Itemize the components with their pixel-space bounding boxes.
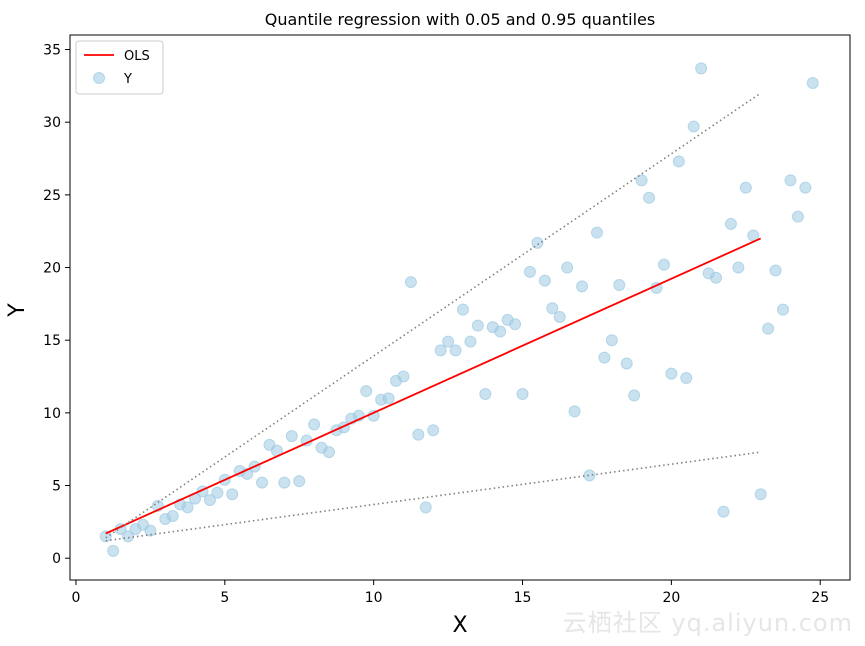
data-point	[732, 261, 745, 274]
data-point	[285, 430, 298, 443]
y-tick-label: 10	[43, 406, 61, 422]
data-point	[494, 325, 507, 338]
data-point	[717, 505, 730, 518]
data-point	[613, 278, 626, 291]
data-point	[531, 236, 544, 249]
y-axis-label: Y	[5, 303, 30, 318]
x-tick-label: 0	[71, 590, 80, 606]
data-point	[687, 120, 700, 133]
data-point	[657, 258, 670, 271]
y-axis: 0 5 10 15 20 25 30 35	[43, 43, 70, 567]
y-tick-label: 30	[43, 115, 61, 131]
data-point	[509, 318, 522, 331]
x-tick-label: 15	[514, 590, 532, 606]
y-tick-label: 35	[43, 43, 61, 59]
data-point	[144, 524, 157, 537]
data-point	[546, 302, 559, 315]
data-point	[710, 271, 723, 284]
legend: OLS Y	[75, 40, 164, 95]
data-point	[784, 174, 797, 187]
y-tick-label: 25	[43, 188, 61, 204]
plot-area	[99, 62, 819, 557]
data-point	[308, 418, 321, 431]
data-point	[635, 174, 648, 187]
data-point	[762, 322, 775, 335]
data-point	[181, 501, 194, 514]
data-point	[404, 276, 417, 289]
data-point	[568, 405, 581, 418]
data-point	[665, 367, 678, 380]
data-point	[412, 428, 425, 441]
x-tick-label: 20	[662, 590, 680, 606]
data-point	[590, 226, 603, 239]
data-point	[203, 494, 216, 507]
data-point	[479, 387, 492, 400]
data-point	[456, 303, 469, 316]
data-point	[672, 155, 685, 168]
legend-box	[75, 40, 164, 95]
y-tick-label: 15	[43, 333, 61, 349]
plot-frame	[69, 34, 851, 581]
data-point	[226, 488, 239, 501]
data-point	[427, 424, 440, 437]
data-point	[516, 387, 529, 400]
data-point	[695, 62, 708, 75]
legend-y-swatch	[93, 72, 105, 84]
data-point	[769, 264, 782, 277]
data-point	[99, 530, 112, 543]
data-point	[166, 510, 179, 523]
x-axis-label: X	[452, 613, 467, 638]
data-point	[799, 181, 812, 194]
data-point	[471, 319, 484, 332]
data-point	[523, 265, 536, 278]
data-point	[754, 488, 767, 501]
data-point	[724, 217, 737, 230]
y-tick-label: 5	[52, 479, 61, 495]
data-point	[561, 261, 574, 274]
x-tick-label: 10	[365, 590, 383, 606]
upper-quantile-line	[105, 92, 762, 539]
data-point	[419, 501, 432, 514]
data-point	[620, 357, 633, 370]
data-point	[538, 274, 551, 287]
data-point	[442, 335, 455, 348]
x-axis: 0 5 10 15 20 25	[71, 580, 829, 606]
data-point	[806, 76, 819, 89]
data-point	[464, 335, 477, 348]
data-point	[107, 544, 120, 557]
data-point	[643, 191, 656, 204]
data-point	[791, 210, 804, 223]
data-point	[293, 475, 306, 488]
data-point	[397, 370, 410, 383]
data-point	[576, 280, 589, 293]
y-tick-label: 0	[52, 551, 61, 567]
legend-ols-label: OLS	[124, 49, 150, 64]
x-tick-label: 25	[811, 590, 829, 606]
data-point	[360, 385, 373, 398]
legend-y-label: Y	[123, 72, 132, 87]
data-point	[449, 344, 462, 357]
y-tick-label: 20	[43, 261, 61, 277]
data-point	[553, 310, 566, 323]
watermark: 云栖社区 yq.aliyun.com	[562, 609, 853, 637]
chart-title: Quantile regression with 0.05 and 0.95 q…	[265, 10, 655, 29]
x-tick-label: 5	[220, 590, 229, 606]
ols-regression-line	[105, 237, 762, 535]
data-point	[739, 181, 752, 194]
data-point	[598, 351, 611, 364]
data-point	[256, 476, 269, 489]
data-point	[323, 446, 336, 459]
data-point	[628, 389, 641, 402]
data-point	[777, 303, 790, 316]
data-point	[680, 371, 693, 384]
data-point	[211, 486, 224, 499]
data-point	[382, 392, 395, 405]
data-point	[605, 334, 618, 347]
data-point	[278, 476, 291, 489]
data-point	[434, 344, 447, 357]
